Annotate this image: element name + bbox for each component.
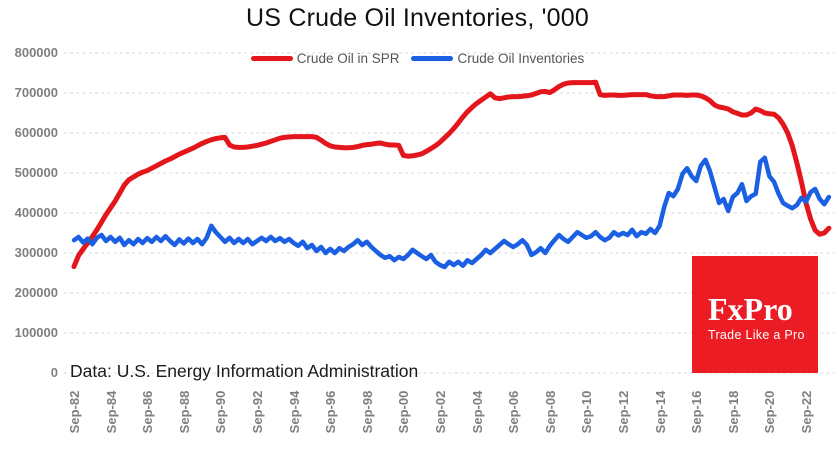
series-line-crude-oil-in-spr — [71, 79, 832, 270]
fxpro-logo-tagline: Trade Like a Pro — [708, 328, 805, 342]
x-tick-label: Sep-86 — [139, 390, 155, 434]
x-tick-label: Sep-22 — [798, 390, 814, 434]
x-tick-label: Sep-00 — [395, 390, 411, 434]
y-tick-label: 500000 — [14, 165, 58, 180]
x-tick-label: Sep-14 — [652, 390, 668, 434]
x-tick-label: Sep-06 — [505, 390, 521, 434]
legend-item-inventories: Crude Oil Inventories — [411, 51, 584, 66]
y-tick-label: 200000 — [14, 285, 58, 300]
fxpro-logo: FxPro Trade Like a Pro — [692, 256, 818, 373]
y-tick-label: 100000 — [14, 325, 58, 340]
x-tick-label: Sep-08 — [542, 390, 558, 434]
x-tick-label: Sep-84 — [103, 390, 119, 434]
x-tick-label: Sep-96 — [322, 390, 338, 434]
x-tick-label: Sep-18 — [725, 390, 741, 434]
y-tick-label: 0 — [50, 365, 58, 380]
legend-swatch-inventories-icon — [411, 56, 454, 61]
x-tick-label: Sep-90 — [212, 390, 228, 434]
fxpro-logo-text: FxPro — [708, 291, 793, 327]
legend-label-spr: Crude Oil in SPR — [296, 51, 400, 66]
x-tick-label: Sep-10 — [578, 390, 594, 434]
legend-item-spr: Crude Oil in SPR — [250, 51, 400, 66]
x-tick-label: Sep-94 — [286, 390, 302, 434]
x-tick-label: Sep-20 — [761, 390, 777, 434]
x-tick-label: Sep-82 — [66, 390, 82, 434]
x-tick-label: Sep-98 — [359, 390, 375, 434]
x-tick-label: Sep-16 — [688, 390, 704, 434]
legend-swatch-spr-icon — [250, 56, 293, 61]
y-tick-label: 700000 — [14, 85, 58, 100]
y-tick-label: 400000 — [14, 205, 58, 220]
x-tick-label: Sep-12 — [615, 390, 631, 434]
legend-label-inventories: Crude Oil Inventories — [457, 51, 585, 66]
y-tick-label: 800000 — [14, 45, 58, 60]
y-tick-label: 300000 — [14, 245, 58, 260]
source-note: Data: U.S. Energy Information Administra… — [70, 361, 419, 381]
x-tick-label: Sep-92 — [249, 390, 265, 434]
x-tick-label: Sep-88 — [176, 390, 192, 434]
y-tick-label: 600000 — [14, 125, 58, 140]
legend: Crude Oil in SPR Crude Oil Inventories — [0, 51, 835, 66]
x-tick-label: Sep-04 — [469, 390, 485, 434]
series-line-crude-oil-inventories — [71, 155, 832, 270]
x-tick-label: Sep-02 — [432, 390, 448, 434]
chart-title: US Crude Oil Inventories, '000 — [246, 4, 589, 32]
